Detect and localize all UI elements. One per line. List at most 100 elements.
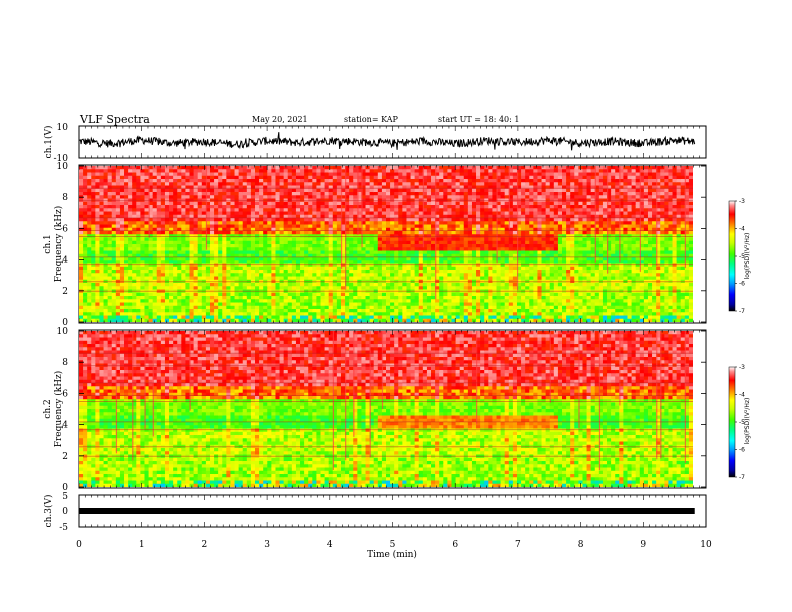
- spectrogram-cell: [148, 175, 154, 180]
- spectrogram-cell: [83, 211, 88, 216]
- spectrogram-cell: [426, 218, 432, 222]
- spectrogram-cell: [181, 234, 187, 239]
- spectrogram-cell: [267, 260, 272, 265]
- spectrogram-cell: [455, 309, 461, 313]
- spectrogram-cell: [324, 237, 330, 242]
- spectrogram-cell: [394, 221, 399, 226]
- spectrogram-cell: [410, 260, 416, 265]
- spectrogram-cell: [119, 211, 125, 216]
- spectrogram-cell: [398, 244, 403, 248]
- spectrogram-cell: [345, 227, 350, 232]
- spectrogram-cell: [349, 221, 354, 226]
- spectrogram-cell: [246, 234, 252, 239]
- spectrogram-cell: [410, 253, 416, 258]
- spectrogram-cell: [119, 218, 125, 222]
- spectrogram-cell: [377, 276, 383, 281]
- spectrogram-cell: [119, 188, 125, 193]
- spectrogram-cell: [361, 185, 367, 190]
- spectrogram-cell: [197, 263, 203, 268]
- spectrogram-cell: [218, 299, 223, 304]
- spectrogram-cell: [492, 244, 498, 248]
- spectrogram-cell: [426, 221, 432, 226]
- spectrogram-cell: [390, 270, 395, 274]
- spectrogram-cell: [234, 263, 240, 268]
- spectrogram-cell: [316, 175, 322, 180]
- spectrogram-cell: [353, 185, 358, 190]
- spectrogram-cell: [316, 179, 322, 183]
- spectrogram-cell: [320, 260, 326, 265]
- spectrogram-cell: [250, 231, 256, 235]
- spectrogram-cell: [373, 231, 379, 235]
- spectrogram-cell: [107, 270, 113, 274]
- spectrogram-cell: [132, 172, 137, 177]
- spectrogram-cell: [209, 192, 215, 196]
- spectrogram-cell: [279, 201, 285, 206]
- spectrogram-cell: [390, 257, 395, 261]
- spectrogram-cell: [492, 283, 498, 287]
- spectrogram-cell: [336, 253, 342, 258]
- spectrogram-cell: [267, 266, 272, 271]
- spectrogram-cell: [160, 182, 166, 187]
- spectrogram-cell: [447, 315, 453, 320]
- spectrogram-cell: [160, 302, 166, 307]
- spectrogram-cell: [222, 292, 227, 297]
- spectrogram-cell: [115, 270, 121, 274]
- spectrogram-cell: [201, 296, 207, 300]
- spectrogram-cell: [410, 205, 416, 209]
- spectrogram-cell: [447, 169, 453, 174]
- spectrogram-cell: [95, 315, 101, 320]
- spectrogram-cell: [422, 286, 428, 291]
- spectrogram-cell: [132, 205, 137, 209]
- ch1-ytick-top: 10: [57, 123, 69, 133]
- spectrogram-cell: [169, 257, 174, 261]
- spectrogram-cell: [422, 188, 428, 193]
- spectrogram-cell: [169, 263, 174, 268]
- spectrogram-cell: [255, 188, 260, 193]
- spectrogram-cell: [386, 221, 391, 226]
- spectrogram-cell: [324, 208, 330, 213]
- spectrogram-cell: [418, 205, 424, 209]
- spectrogram-cell: [291, 237, 297, 242]
- spectrogram-cell: [197, 270, 203, 274]
- spectrogram-cell: [197, 224, 203, 229]
- spectrogram-cell: [115, 266, 121, 271]
- spectrogram-cell: [103, 169, 109, 174]
- spectrogram-cell: [291, 172, 297, 177]
- spectrogram-cell: [435, 286, 440, 291]
- spectrogram-cell: [267, 312, 272, 317]
- spectrogram-cell: [324, 244, 330, 248]
- spectrogram-cell: [115, 188, 121, 193]
- spectrogram-cell: [279, 214, 285, 219]
- spectrogram-cell: [295, 172, 301, 177]
- spectrogram-cell: [357, 292, 363, 297]
- spectrogram-cell: [79, 309, 84, 313]
- spectrogram-cell: [410, 195, 416, 200]
- spectrogram-cell: [230, 299, 236, 304]
- spectrogram-cell: [345, 214, 350, 219]
- spectrogram-cell: [488, 234, 494, 239]
- spectrogram-cell: [381, 305, 387, 310]
- spectrogram-cell: [455, 292, 461, 297]
- spectrogram-cell: [431, 309, 436, 313]
- spectrogram-cell: [390, 224, 395, 229]
- spectrogram-cell: [156, 182, 162, 187]
- spectrogram-cell: [291, 292, 297, 297]
- spectrogram-cell: [91, 169, 96, 174]
- spectrogram-cell: [107, 214, 113, 219]
- spectrogram-cell: [173, 214, 178, 219]
- spectrogram-cell: [111, 166, 117, 170]
- spectrogram-cell: [353, 292, 358, 297]
- spectrogram-cell: [185, 201, 191, 206]
- spectrogram-cell: [271, 188, 277, 193]
- spectrogram-cell: [324, 211, 330, 216]
- spectrogram-cell: [390, 169, 395, 174]
- spectrogram-cell: [373, 221, 379, 226]
- spectrogram-cell: [361, 231, 367, 235]
- spectrogram-cell: [386, 253, 391, 258]
- spectrogram-cell: [144, 305, 150, 310]
- spectrogram-cell: [156, 185, 162, 190]
- spectrogram-cell: [271, 299, 277, 304]
- spectrogram-cell: [386, 247, 391, 252]
- spectrogram-cell: [197, 247, 203, 252]
- spectrogram-cell: [443, 309, 448, 313]
